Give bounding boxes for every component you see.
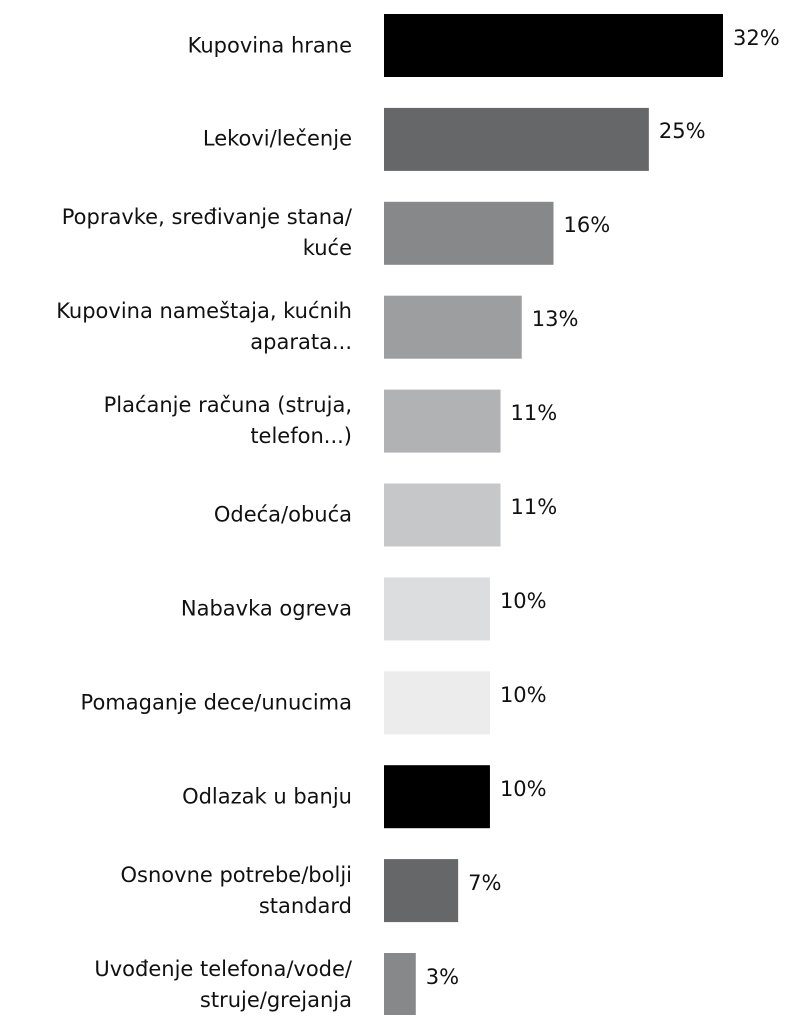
value-label: 10% [499,588,547,613]
value-label: 32% [733,25,780,50]
bar [384,483,501,547]
value-label: 16% [563,213,611,238]
bar [384,201,554,265]
value-label: 11% [510,401,558,426]
bar [384,671,490,735]
value-label: 11% [510,495,558,519]
category-label: Kupovina hrane [187,33,352,57]
value-label: 13% [531,307,579,332]
category-label: Uvođenje telefona/vode/ struje/grejanja [94,956,352,1012]
bar [384,14,723,77]
category-label: Popravke, sređivanje stana/ kuće [61,205,352,261]
category-label: Nabavka ogreva [180,596,352,621]
bar [384,577,490,641]
category-label: Plaćanje računa (struja, telefon...) [103,393,352,449]
value-label: 10% [499,776,547,801]
bar [384,953,416,1015]
bar [384,765,490,829]
bar [384,107,649,171]
category-label: Osnovne potrebe/bolji standard [120,862,352,918]
bar [384,859,459,923]
category-label: Odeća/obuća [213,502,352,527]
value-label: 3% [425,964,460,989]
bar [384,389,501,453]
category-label: Lekovi/lečenje [202,126,352,151]
category-label: Pomaganje dece/unucima [80,690,352,715]
value-label: 7% [468,870,502,895]
value-label: 10% [499,682,547,707]
category-label: Odlazak u banju [182,784,352,809]
category-label: Kupovina nameštaja, kućnih aparata... [56,299,352,355]
bar [384,295,522,359]
value-label: 25% [658,119,706,144]
